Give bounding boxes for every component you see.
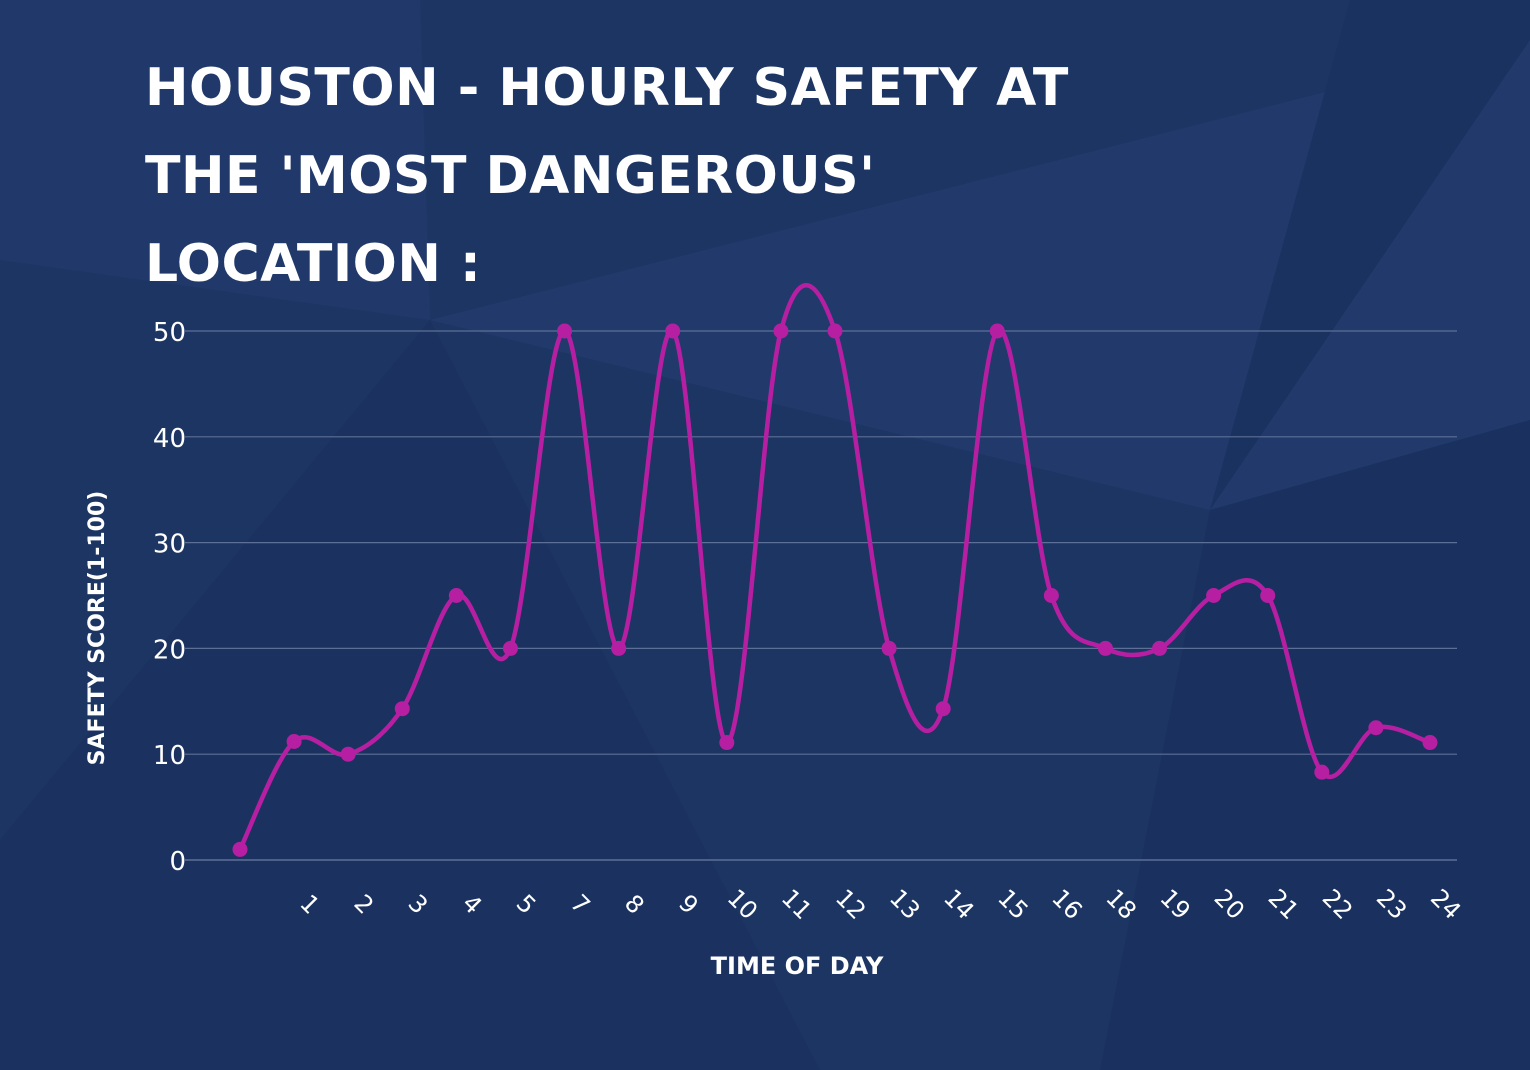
x-tick-label: 5 bbox=[511, 889, 542, 920]
chart-title-line-2: THE 'MOST DANGEROUS' bbox=[145, 146, 876, 206]
data-point bbox=[394, 701, 410, 717]
y-tick-label: 0 bbox=[169, 847, 186, 877]
data-point bbox=[719, 735, 735, 751]
data-point bbox=[340, 746, 356, 762]
data-point bbox=[881, 640, 897, 656]
bg-facet bbox=[1210, 0, 1530, 510]
data-point bbox=[1043, 588, 1059, 603]
y-tick-label: 30 bbox=[153, 530, 186, 560]
x-tick-label: 8 bbox=[619, 889, 650, 920]
data-point bbox=[827, 323, 843, 339]
data-point bbox=[232, 841, 248, 857]
data-point bbox=[502, 640, 518, 656]
data-point bbox=[286, 734, 302, 750]
data-point bbox=[557, 323, 573, 339]
x-tick-label: 19 bbox=[1155, 884, 1196, 925]
x-axis-label: TIME OF DAY bbox=[711, 952, 884, 980]
chart-title-line-3: LOCATION : bbox=[145, 234, 482, 294]
y-tick-label: 20 bbox=[153, 635, 186, 665]
data-point bbox=[935, 701, 951, 717]
y-tick-label: 10 bbox=[153, 741, 186, 771]
bg-facet bbox=[0, 0, 430, 320]
data-point bbox=[665, 323, 681, 339]
x-tick-label: 20 bbox=[1209, 884, 1250, 925]
x-tick-label: 15 bbox=[992, 884, 1033, 925]
data-point bbox=[1314, 764, 1330, 780]
x-tick-label: 22 bbox=[1317, 884, 1358, 925]
x-tick-label: 13 bbox=[884, 884, 925, 925]
x-tick-label: 11 bbox=[776, 884, 817, 925]
x-tick-label: 14 bbox=[938, 884, 979, 925]
x-tick-label: 9 bbox=[673, 889, 704, 920]
x-tick-label: 16 bbox=[1046, 884, 1087, 925]
data-point bbox=[611, 640, 627, 656]
x-tick-label: 7 bbox=[565, 889, 596, 920]
x-tick-label: 12 bbox=[830, 884, 871, 925]
x-tick-label: 18 bbox=[1100, 884, 1141, 925]
bg-facet bbox=[1100, 420, 1530, 1070]
y-tick-label: 50 bbox=[153, 318, 186, 348]
y-tick-label: 40 bbox=[153, 424, 186, 454]
x-tick-label: 1 bbox=[294, 889, 325, 920]
x-tick-label: 3 bbox=[403, 889, 434, 920]
data-point bbox=[1097, 640, 1113, 656]
x-tick-label: 23 bbox=[1371, 884, 1412, 925]
y-axis-label: SAFETY SCORE(1-100) bbox=[85, 491, 110, 766]
data-point bbox=[1152, 640, 1168, 656]
chart-title-line-1: HOUSTON - HOURLY SAFETY AT bbox=[145, 58, 1069, 118]
data-point bbox=[1206, 588, 1222, 603]
x-tick-label: 10 bbox=[722, 884, 763, 925]
data-point bbox=[1260, 588, 1276, 603]
x-tick-label: 2 bbox=[349, 889, 380, 920]
data-point bbox=[1368, 720, 1384, 736]
data-point bbox=[448, 588, 464, 603]
data-point bbox=[773, 323, 789, 339]
data-point bbox=[1422, 735, 1438, 751]
data-point bbox=[989, 323, 1005, 339]
x-tick-label: 21 bbox=[1263, 884, 1304, 925]
series-line bbox=[237, 283, 1433, 852]
x-tick-label: 4 bbox=[457, 889, 488, 920]
x-tick-label: 24 bbox=[1425, 884, 1466, 925]
